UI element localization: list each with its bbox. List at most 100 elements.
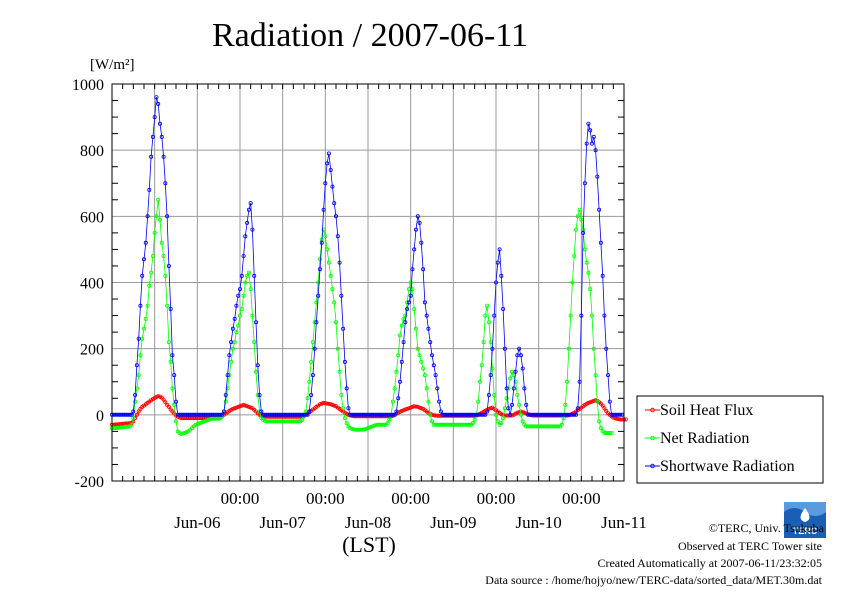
legend: Soil Heat Flux Net Radiation Shortwave Rad… — [636, 395, 824, 484]
data-point — [428, 340, 433, 345]
data-point — [600, 273, 605, 278]
data-point — [417, 353, 422, 358]
data-point — [392, 386, 397, 391]
data-point — [126, 424, 131, 429]
x-tick-label-time: 00:00 — [306, 489, 345, 508]
y-tick-label: 200 — [80, 342, 104, 359]
data-point — [565, 379, 570, 384]
data-point — [497, 247, 502, 252]
data-point — [394, 409, 399, 414]
data-point — [397, 379, 402, 384]
data-point — [381, 422, 386, 427]
data-point — [220, 412, 225, 417]
data-point — [332, 201, 337, 206]
data-point — [403, 313, 408, 318]
data-point — [172, 402, 177, 407]
data-point — [246, 207, 251, 212]
data-point — [154, 394, 159, 399]
data-point — [232, 316, 237, 321]
data-point — [307, 379, 312, 384]
data-point — [319, 240, 324, 245]
data-point — [145, 214, 150, 219]
data-point — [323, 401, 328, 406]
data-point — [342, 416, 347, 421]
data-point — [574, 412, 579, 417]
data-point — [154, 95, 159, 100]
data-point — [499, 412, 504, 417]
data-point — [166, 404, 171, 409]
data-point — [488, 373, 493, 378]
data-point — [367, 425, 372, 430]
data-point — [173, 419, 178, 424]
data-point — [419, 406, 424, 411]
data-point — [310, 340, 315, 345]
data-point — [236, 404, 241, 409]
data-point — [195, 422, 200, 427]
data-point — [316, 280, 321, 285]
data-point — [595, 174, 600, 179]
data-point — [333, 320, 338, 325]
data-point — [421, 267, 426, 272]
data-point — [341, 406, 346, 411]
data-point — [513, 369, 518, 374]
data-point — [230, 326, 235, 331]
data-point — [303, 412, 308, 417]
data-point — [577, 379, 582, 384]
series-line — [112, 97, 623, 416]
data-point — [141, 257, 146, 262]
legend-label: Net Radiation — [660, 430, 749, 447]
data-point — [248, 201, 253, 206]
data-point — [207, 417, 212, 422]
data-point — [337, 369, 342, 374]
data-point — [499, 421, 504, 426]
data-point — [246, 404, 251, 409]
data-point — [419, 240, 424, 245]
data-point — [325, 161, 330, 166]
data-point — [296, 419, 301, 424]
series-line — [112, 199, 612, 435]
x-tick-label-day: Jun-09 — [430, 513, 476, 532]
data-point — [150, 253, 155, 258]
data-point — [424, 386, 429, 391]
data-point — [493, 280, 498, 285]
data-point — [239, 273, 244, 278]
data-point — [131, 416, 136, 421]
data-point — [163, 400, 168, 405]
data-point — [415, 346, 420, 351]
data-point — [337, 260, 342, 265]
data-point — [591, 134, 596, 139]
x-tick-label-day: Jun-07 — [260, 513, 307, 532]
data-point — [508, 376, 513, 381]
data-point — [253, 320, 258, 325]
data-point — [172, 373, 177, 378]
data-point — [415, 404, 420, 409]
data-point — [422, 300, 427, 305]
series-layer — [110, 95, 628, 436]
data-point — [412, 404, 417, 409]
data-point — [305, 412, 310, 417]
data-point — [506, 406, 511, 411]
data-point — [117, 425, 122, 430]
data-point — [486, 320, 491, 325]
data-point — [328, 273, 333, 278]
data-point — [572, 253, 577, 258]
data-point — [259, 409, 264, 414]
data-point — [149, 270, 154, 275]
data-point — [426, 326, 431, 331]
data-point — [133, 399, 138, 404]
data-point — [339, 392, 344, 397]
data-point — [399, 408, 404, 413]
x-tick-label-day: Jun-11 — [601, 513, 647, 532]
data-point — [154, 214, 159, 219]
data-point — [317, 257, 322, 262]
data-point — [365, 426, 370, 431]
data-point — [559, 422, 564, 427]
data-point — [421, 366, 426, 371]
chart-title: Radiation / 2007-06-11 — [212, 17, 528, 54]
data-point — [330, 402, 335, 407]
data-point — [330, 184, 335, 189]
data-point — [470, 421, 475, 426]
x-tick-label-day: Jun-10 — [516, 513, 562, 532]
data-point — [422, 373, 427, 378]
